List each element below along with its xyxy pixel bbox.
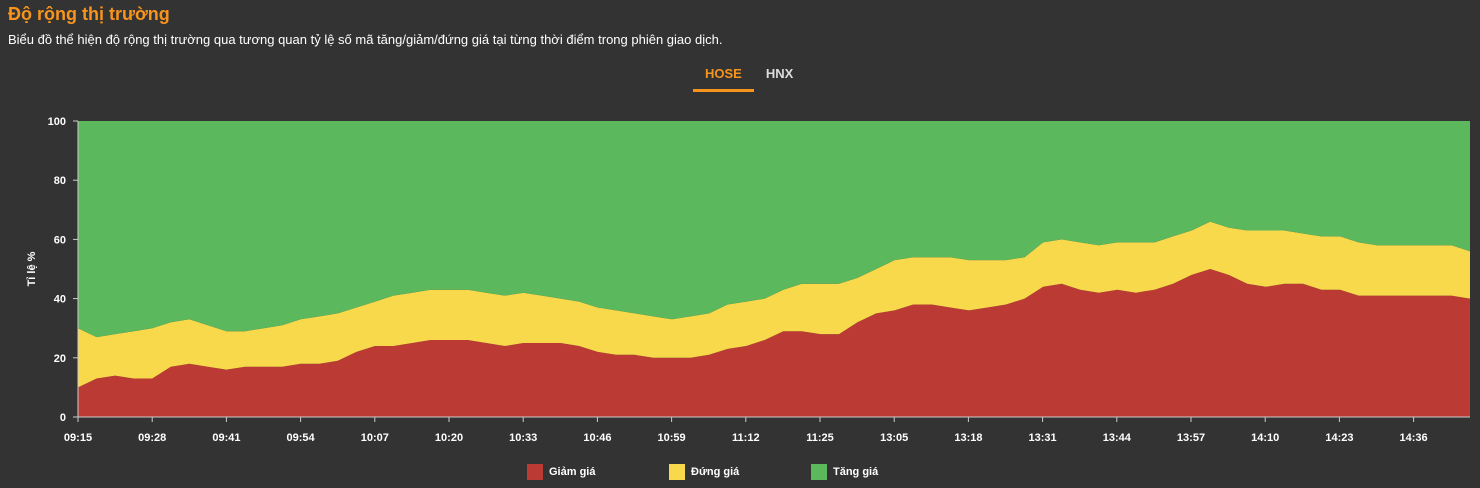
x-tick-label: 10:33: [509, 432, 537, 444]
x-tick-label: 10:07: [361, 432, 389, 444]
y-tick-label: 0: [60, 412, 66, 424]
x-tick-label: 09:28: [138, 432, 166, 444]
y-axis-title: Tỉ lệ %: [26, 251, 38, 286]
x-tick-label: 10:46: [583, 432, 611, 444]
x-tick-label: 10:59: [658, 432, 686, 444]
x-tick-label: 14:10: [1251, 432, 1279, 444]
legend-item-unchanged[interactable]: Đứng giá: [669, 464, 811, 480]
legend-label-unchanged: Đứng giá: [691, 466, 740, 478]
x-tick-label: 10:20: [435, 432, 463, 444]
x-tick-label: 13:44: [1103, 432, 1132, 444]
x-tick-label: 14:23: [1325, 432, 1353, 444]
page-subtitle: Biểu đồ thể hiện độ rộng thị trường qua …: [8, 32, 723, 47]
x-tick-label: 09:54: [287, 432, 316, 444]
page-title: Độ rộng thị trường: [8, 4, 170, 24]
x-tick-label: 09:15: [64, 432, 92, 444]
x-tick-label: 13:57: [1177, 432, 1205, 444]
y-tick-label: 60: [54, 234, 66, 246]
x-tick-label: 13:05: [880, 432, 908, 444]
legend-label-advance: Tăng giá: [833, 466, 879, 478]
legend-label-decline: Giảm giá: [549, 466, 596, 478]
legend-swatch-unchanged: [669, 464, 685, 480]
legend-swatch-advance: [811, 464, 827, 480]
y-tick-label: 80: [54, 175, 66, 187]
legend-item-decline[interactable]: Giảm giá: [527, 464, 669, 480]
x-tick-label: 13:18: [954, 432, 982, 444]
tab-hnx[interactable]: HNX: [765, 66, 794, 81]
exchange-tabs: HOSE HNX: [693, 62, 805, 92]
x-tick-label: 11:25: [806, 432, 834, 444]
tab-hose[interactable]: HOSE: [693, 62, 754, 92]
area-advance: [78, 121, 1470, 338]
area-decline: [78, 269, 1470, 417]
x-tick-label: 09:41: [212, 432, 240, 444]
y-tick-label: 100: [48, 116, 66, 128]
chart-legend: Giảm giá Đứng giá Tăng giá: [0, 464, 1480, 480]
x-tick-label: 11:12: [732, 432, 760, 444]
x-tick-label: 14:36: [1400, 432, 1428, 444]
legend-item-advance[interactable]: Tăng giá: [811, 464, 953, 480]
legend-swatch-decline: [527, 464, 543, 480]
x-tick-label: 13:31: [1029, 432, 1057, 444]
area-unchanged: [78, 221, 1470, 388]
y-tick-label: 40: [54, 294, 66, 306]
y-tick-label: 20: [54, 353, 66, 365]
